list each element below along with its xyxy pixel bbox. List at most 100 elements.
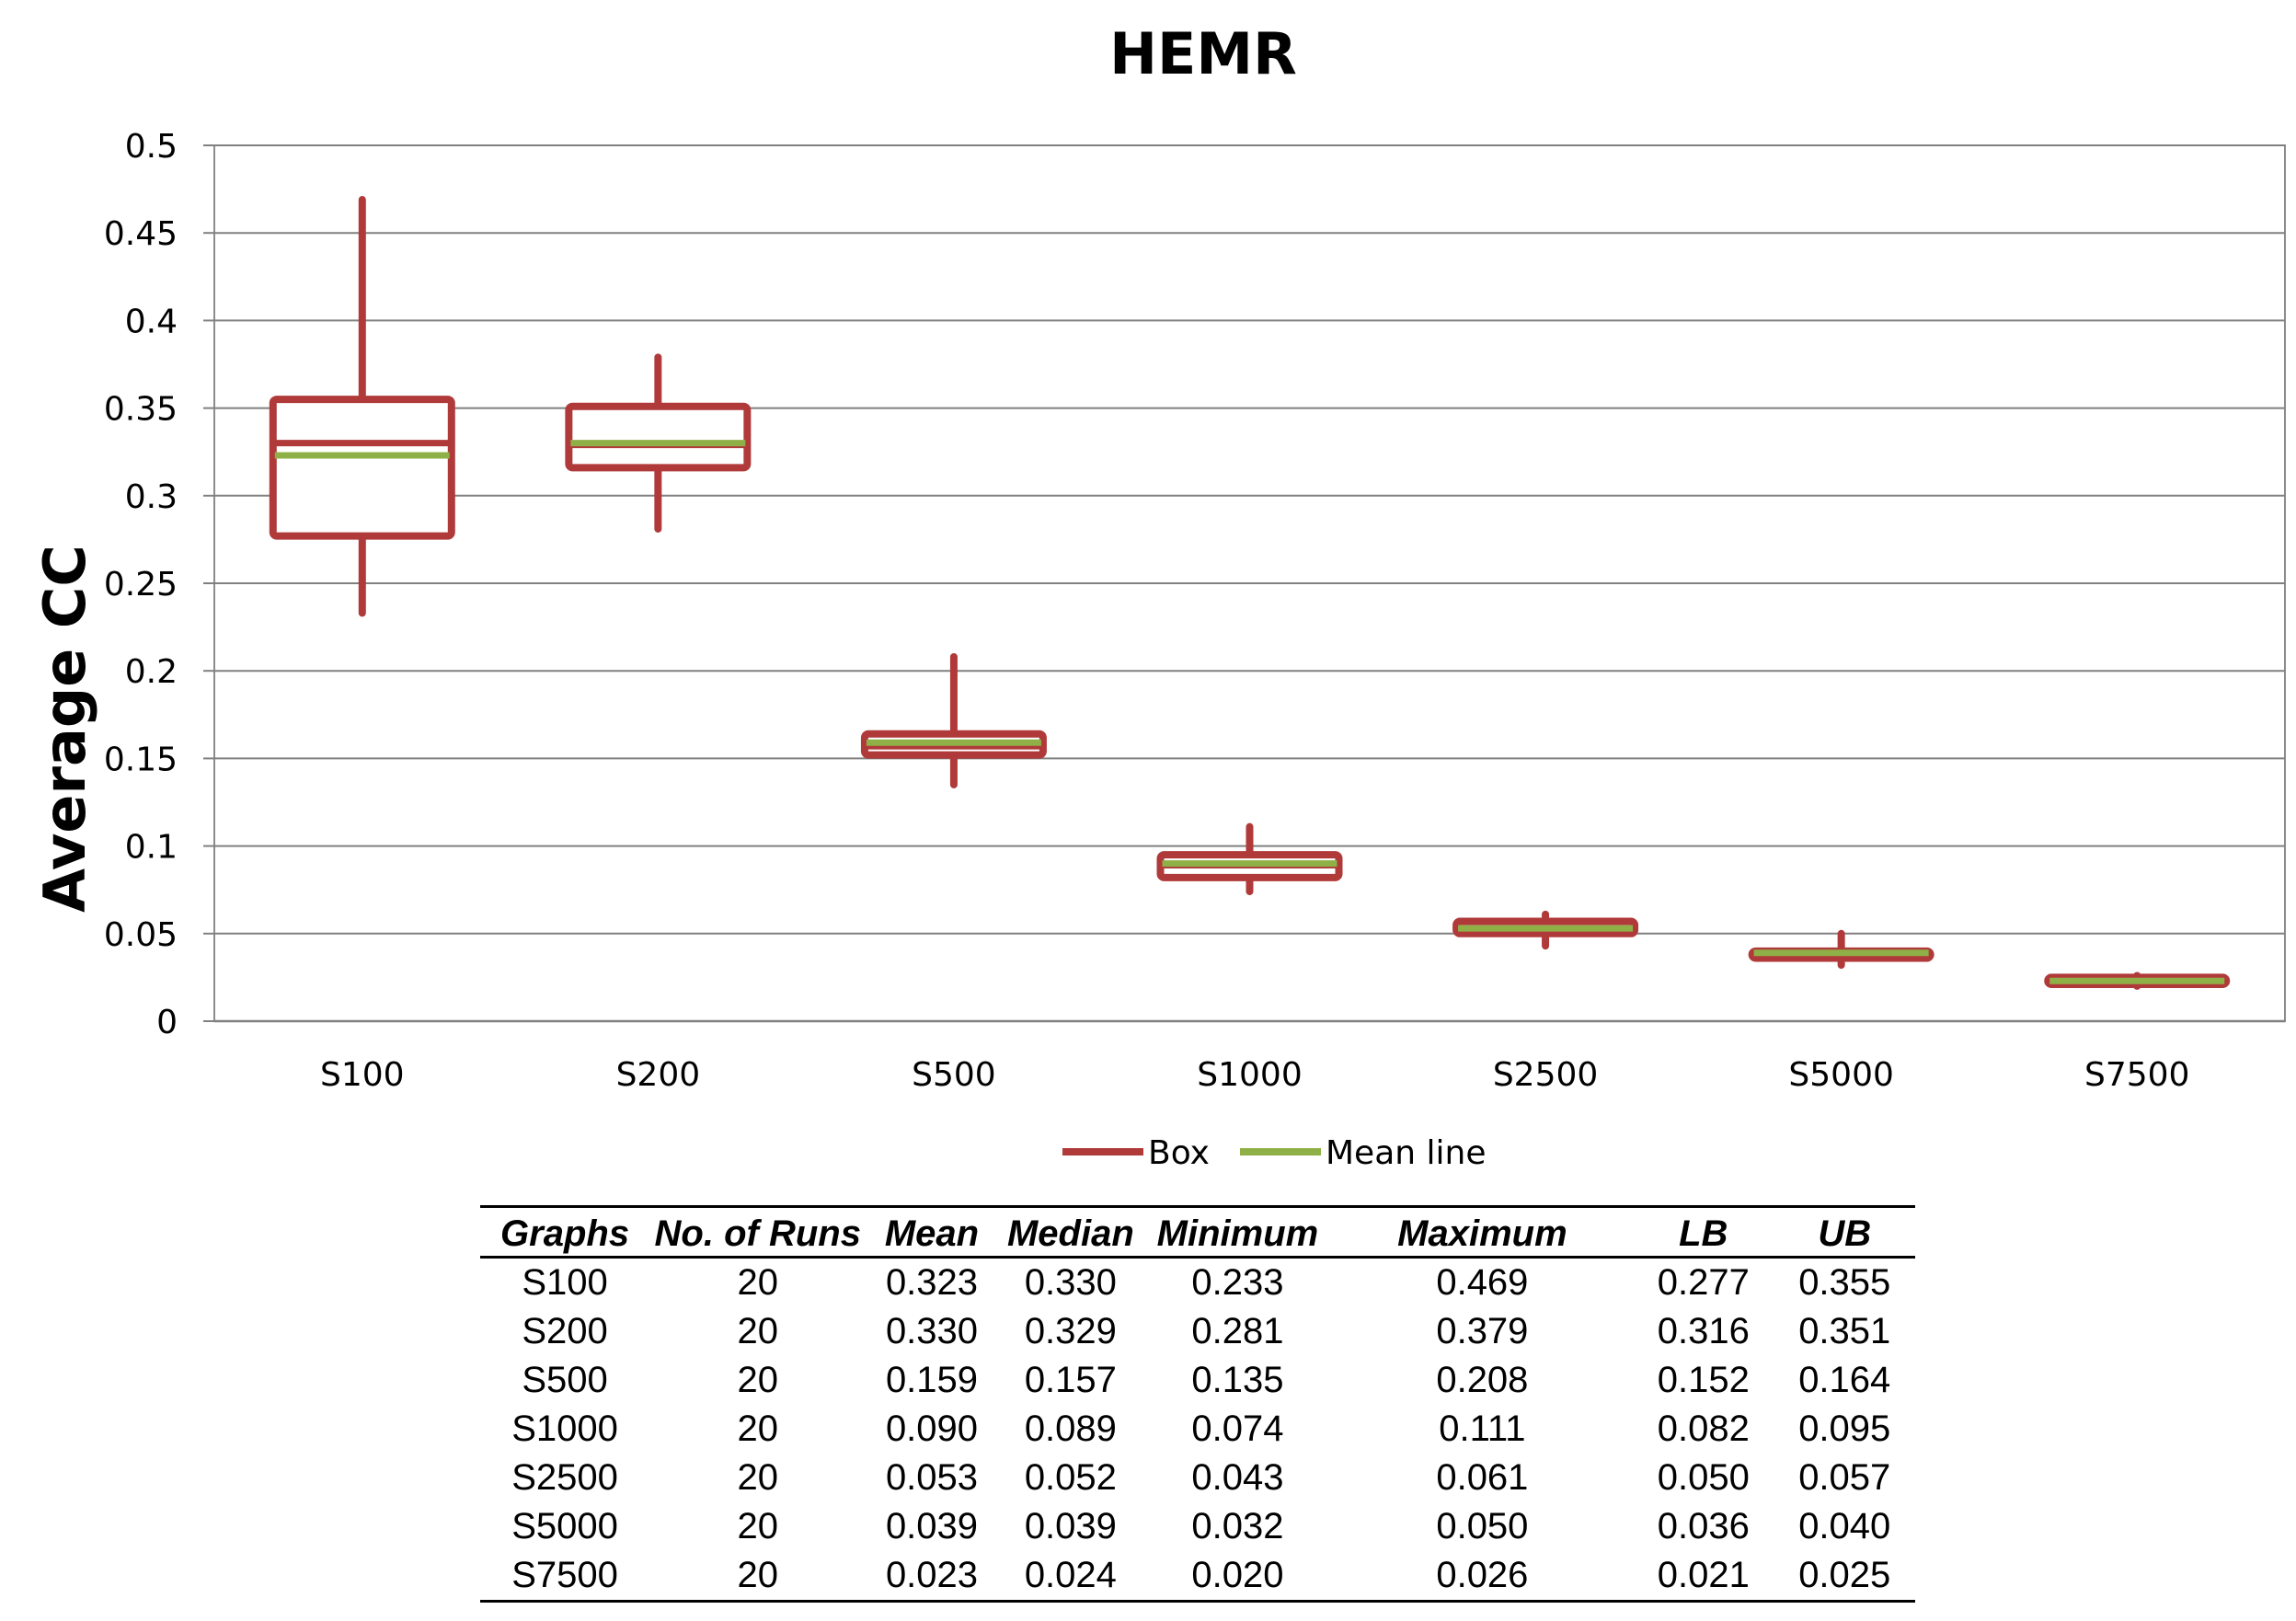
table-cell: 20 — [737, 1555, 779, 1595]
y-tick-label: 0.05 — [104, 916, 178, 954]
table-cell: 20 — [737, 1408, 779, 1449]
table-header-cell: LB — [1679, 1213, 1728, 1254]
table-cell: S500 — [522, 1360, 608, 1400]
x-tick-label: S2500 — [1493, 1056, 1598, 1094]
table-cell: S1000 — [511, 1408, 618, 1449]
table-cell: 0.052 — [1024, 1457, 1117, 1498]
table-row: S5000 20 0.039 0.039 0.032 0.050 0.036 0.040 — [480, 1502, 1915, 1551]
x-tick-label: S500 — [912, 1056, 996, 1094]
table-cell: 0.053 — [885, 1457, 979, 1498]
table-cell: 0.023 — [885, 1555, 979, 1595]
table-cell: S7500 — [511, 1555, 618, 1595]
table-cell: 0.355 — [1798, 1262, 1891, 1303]
table-cell: 0.025 — [1798, 1555, 1891, 1595]
y-tick-label: 0.35 — [104, 391, 178, 429]
table-body: S100 20 0.323 0.330 0.233 0.469 0.277 0.355 S200… — [480, 1258, 1915, 1602]
statistics-table: Graphs No. of Runs Mean Median Minimum Maximu… — [480, 1205, 1915, 1603]
table-row: S1000 20 0.090 0.089 0.074 0.111 0.082 0.095 — [480, 1405, 1915, 1454]
y-tick-label: 0.2 — [125, 653, 178, 691]
table-cell: 0.040 — [1798, 1506, 1891, 1546]
table-cell: 20 — [737, 1360, 779, 1400]
table-cell: S200 — [522, 1311, 608, 1351]
table-cell: 0.379 — [1436, 1311, 1529, 1351]
y-tick-label: 0.5 — [125, 128, 178, 166]
box — [565, 402, 752, 472]
table-cell: 0.082 — [1657, 1408, 1750, 1449]
table-cell: 0.330 — [1024, 1262, 1117, 1303]
table-cell: 0.233 — [1191, 1262, 1284, 1303]
y-tick-label: 0.4 — [125, 303, 178, 340]
table-header-cell: Maximum — [1397, 1213, 1567, 1254]
table-row: S7500 20 0.023 0.024 0.020 0.026 0.021 0.025 — [480, 1551, 1915, 1602]
table-header-cell: Mean — [884, 1213, 980, 1254]
table-header-row: Graphs No. of Runs Mean Median Minimum Maximu… — [480, 1206, 1915, 1258]
legend: Box Mean line — [1062, 1134, 1487, 1172]
table-cell: 0.024 — [1024, 1555, 1117, 1595]
table-cell: 0.281 — [1191, 1311, 1284, 1351]
table-cell: 0.208 — [1436, 1360, 1529, 1400]
table-cell: 0.020 — [1191, 1555, 1284, 1595]
table-cell: 0.057 — [1798, 1457, 1891, 1498]
y-tick-label: 0.1 — [125, 829, 178, 867]
table-cell: 0.095 — [1798, 1408, 1891, 1449]
table-cell: 0.074 — [1191, 1408, 1284, 1449]
table-cell: 0.329 — [1024, 1311, 1117, 1351]
table-row: S500 20 0.159 0.157 0.135 0.208 0.152 0.164 — [480, 1356, 1915, 1405]
x-tick-label: S5000 — [1788, 1056, 1893, 1094]
box-plot-chart: HEMR Average CC 0 0.05 0.1 0.15 0.2 0.25 0.3 0.… — [31, 20, 2286, 1172]
table-cell: 20 — [737, 1506, 779, 1546]
y-tick-label: 0.15 — [104, 741, 178, 778]
table-cell: 0.032 — [1191, 1506, 1284, 1546]
table-cell: 0.323 — [885, 1262, 979, 1303]
table-cell: 0.330 — [885, 1311, 979, 1351]
legend-box-label: Box — [1148, 1134, 1210, 1172]
table-cell: 0.157 — [1024, 1360, 1117, 1400]
table-cell: 0.111 — [1439, 1408, 1526, 1449]
x-tick-label: S200 — [616, 1056, 701, 1094]
table-cell: 0.164 — [1798, 1360, 1891, 1400]
table-cell: 0.036 — [1657, 1506, 1750, 1546]
table-header-cell: Minimum — [1156, 1213, 1319, 1254]
x-tick-label: S7500 — [2084, 1056, 2189, 1094]
table-cell: 0.159 — [885, 1360, 979, 1400]
table-cell: 0.026 — [1436, 1555, 1529, 1595]
y-tick-label: 0.3 — [125, 478, 178, 516]
table-header-cell: No. of Runs — [654, 1213, 861, 1254]
chart-title: HEMR — [1109, 20, 1297, 87]
table-cell: 0.021 — [1657, 1555, 1750, 1595]
table-header-cell: UB — [1818, 1213, 1872, 1254]
table-cell: 0.090 — [885, 1408, 979, 1449]
table-cell: 0.277 — [1657, 1262, 1750, 1303]
legend-mean-label: Mean line — [1326, 1134, 1487, 1172]
table-cell: 0.043 — [1191, 1457, 1284, 1498]
table-header-cell: Median — [1006, 1213, 1134, 1254]
box — [269, 396, 455, 540]
y-tick-label: 0.25 — [104, 566, 178, 604]
x-tick-label: S1000 — [1197, 1056, 1302, 1094]
table-cell: 0.061 — [1436, 1457, 1529, 1498]
table-row: S100 20 0.323 0.330 0.233 0.469 0.277 0.355 — [480, 1258, 1915, 1308]
plot-area: 0 0.05 0.1 0.15 0.2 0.25 0.3 0.35 0.4 0.45 0.5 S100… — [104, 128, 2286, 1094]
table-cell: 20 — [737, 1311, 779, 1351]
table-cell: 0.039 — [885, 1506, 979, 1546]
table-cell: S2500 — [511, 1457, 618, 1498]
x-tick-label: S100 — [320, 1056, 405, 1094]
table-cell: 20 — [737, 1457, 779, 1498]
table-cell: S5000 — [511, 1506, 618, 1546]
table-cell: 20 — [737, 1262, 779, 1303]
table-row: S200 20 0.330 0.329 0.281 0.379 0.316 0.351 — [480, 1307, 1915, 1356]
table-header-cell: Graphs — [500, 1213, 630, 1254]
table-cell: S100 — [522, 1262, 608, 1303]
table-cell: 0.351 — [1798, 1311, 1891, 1351]
table-cell: 0.316 — [1657, 1311, 1750, 1351]
table-cell: 0.135 — [1191, 1360, 1284, 1400]
y-tick-label: 0 — [156, 1004, 178, 1041]
table-cell: 0.039 — [1024, 1506, 1117, 1546]
table-cell: 0.050 — [1436, 1506, 1529, 1546]
table-row: S2500 20 0.053 0.052 0.043 0.061 0.050 0.057 — [480, 1454, 1915, 1502]
table-cell: 0.089 — [1024, 1408, 1117, 1449]
y-axis-label: Average CC — [31, 545, 98, 913]
table-cell: 0.469 — [1436, 1262, 1529, 1303]
table-cell: 0.050 — [1657, 1457, 1750, 1498]
table-cell: 0.152 — [1657, 1360, 1750, 1400]
